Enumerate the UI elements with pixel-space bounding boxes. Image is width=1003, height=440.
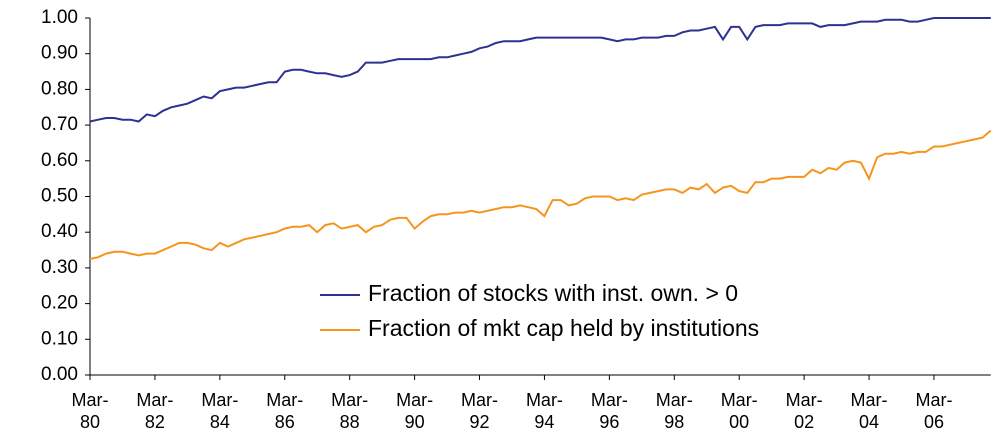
x-tick-label: Mar-00 (721, 390, 758, 432)
x-tick-label: Mar-88 (331, 390, 368, 432)
y-tick-label: 0.20 (41, 293, 78, 314)
y-tick-label: 0.80 (41, 78, 78, 99)
y-tick-label: 0.00 (41, 364, 78, 385)
x-tick-label: Mar-80 (72, 390, 109, 432)
series-line (89, 17, 991, 123)
x-tick-label: Mar-82 (136, 390, 173, 432)
y-tick-label: 1.00 (41, 7, 78, 28)
x-tick-label: Mar-90 (396, 390, 433, 432)
y-tick-label: 0.60 (41, 150, 78, 171)
y-tick-label: 0.70 (41, 114, 78, 135)
y-tick-label: 0.30 (41, 257, 78, 278)
x-tick-label: Mar-92 (461, 390, 498, 432)
x-tick-label: Mar-04 (851, 390, 888, 432)
series-line (89, 129, 992, 260)
y-tick-label: 0.10 (41, 328, 78, 349)
legend-label: Fraction of mkt cap held by institutions (368, 315, 759, 341)
y-tick-label: 0.50 (41, 186, 78, 207)
y-tick-label: 0.90 (41, 43, 78, 64)
y-tick-label: 0.40 (41, 221, 78, 242)
x-tick-label: Mar-06 (915, 390, 952, 432)
x-tick-label: Mar-86 (266, 390, 303, 432)
x-tick-label: Mar-94 (526, 390, 563, 432)
x-tick-label: Mar-84 (201, 390, 238, 432)
x-tick-label: Mar-02 (786, 390, 823, 432)
legend-label: Fraction of stocks with inst. own. > 0 (368, 280, 738, 306)
x-tick-label: Mar-96 (591, 390, 628, 432)
x-tick-label: Mar-98 (656, 390, 693, 432)
